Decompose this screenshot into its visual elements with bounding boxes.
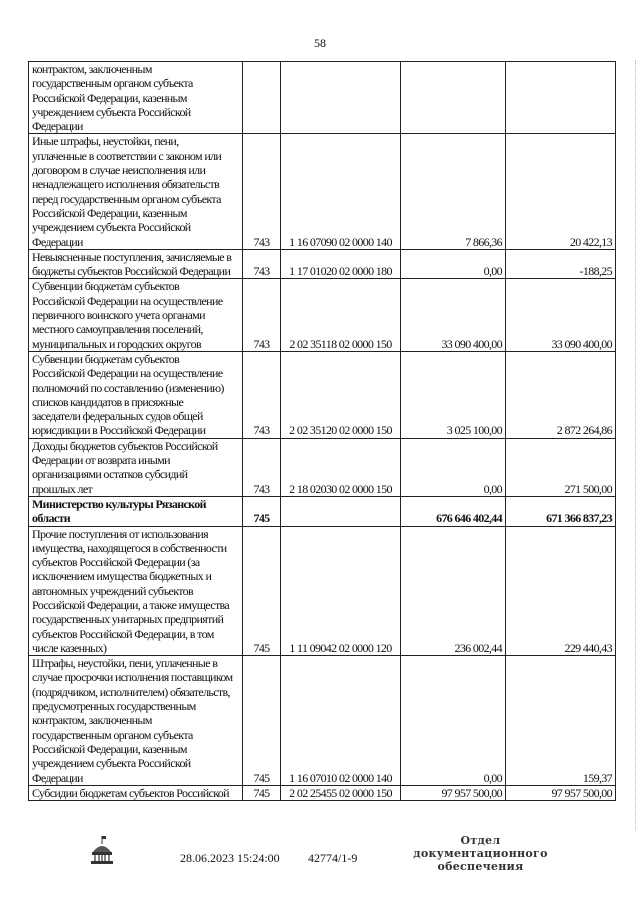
budget-code-cell xyxy=(280,495,401,527)
plan-amount-cell: 7 866,36 xyxy=(400,133,506,250)
admin-code-cell: 745 xyxy=(242,655,281,786)
actual-amount-cell xyxy=(505,60,616,135)
actual-amount-cell: 229 440,43 xyxy=(505,525,616,657)
row-name-cell: Невыясненные поступления, зачисляемые в … xyxy=(28,248,243,280)
revenue-table: контрактом, заключенным государственным … xyxy=(28,60,616,802)
table-row: Штрафы, неустойки, пени, уплаченные в сл… xyxy=(28,655,616,786)
footer-department: Отдел документационного обеспечения xyxy=(413,834,548,873)
row-name-cell: Иные штрафы, неустойки, пени, уплаченные… xyxy=(28,133,243,250)
budget-code-cell: 1 17 01020 02 0000 180 xyxy=(280,248,401,280)
budget-code-cell: 2 02 35118 02 0000 150 xyxy=(280,278,401,352)
budget-code-cell xyxy=(280,60,401,135)
row-name-cell: Доходы бюджетов субъектов Российской Фед… xyxy=(28,437,243,497)
plan-amount-cell: 236 002,44 xyxy=(400,525,506,657)
table-row: Субсидии бюджетам субъектов Российской 74… xyxy=(28,784,616,802)
budget-code-cell: 2 02 35120 02 0000 150 xyxy=(280,350,401,439)
table-row: Субвенции бюджетам субъектов Российской … xyxy=(28,278,616,352)
plan-amount-cell: 33 090 400,00 xyxy=(400,278,506,352)
row-name-cell: Субсидии бюджетам субъектов Российской xyxy=(28,784,243,802)
admin-code-cell xyxy=(242,60,281,135)
footer-doc-number: 42774/1-9 xyxy=(308,851,358,865)
actual-amount-cell: 20 422,13 xyxy=(505,133,616,250)
plan-amount-cell: 676 646 402,44 xyxy=(400,495,506,527)
budget-code-cell: 2 02 25455 02 0000 150 xyxy=(280,784,401,802)
table-row: Иные штрафы, неустойки, пени, уплаченные… xyxy=(28,133,616,250)
plan-amount-cell: 0,00 xyxy=(400,655,506,786)
actual-amount-cell: 271 500,00 xyxy=(505,437,616,497)
budget-code-cell: 1 11 09042 02 0000 120 xyxy=(280,525,401,657)
plan-amount-cell: 0,00 xyxy=(400,248,506,280)
scan-edge-artifact xyxy=(635,60,636,830)
actual-amount-cell: -188,25 xyxy=(505,248,616,280)
admin-code-cell: 743 xyxy=(242,350,281,439)
row-name-cell: Прочие поступления от использования имущ… xyxy=(28,525,243,657)
table-row: Министерство культуры Рязанской области 7… xyxy=(28,495,616,527)
plan-amount-cell: 3 025 100,00 xyxy=(400,350,506,439)
plan-amount-cell: 97 957 500,00 xyxy=(400,784,506,802)
actual-amount-cell: 2 872 264,86 xyxy=(505,350,616,439)
row-name-cell: Министерство культуры Рязанской области xyxy=(28,495,243,527)
admin-code-cell: 743 xyxy=(242,248,281,280)
table-row: Невыясненные поступления, зачисляемые в … xyxy=(28,248,616,280)
admin-code-cell: 743 xyxy=(242,278,281,352)
table-row: Доходы бюджетов субъектов Российской Фед… xyxy=(28,437,616,497)
admin-code-cell: 745 xyxy=(242,784,281,802)
actual-amount-cell: 33 090 400,00 xyxy=(505,278,616,352)
actual-amount-cell: 97 957 500,00 xyxy=(505,784,616,802)
actual-amount-cell: 671 366 837,23 xyxy=(505,495,616,527)
admin-code-cell: 743 xyxy=(242,437,281,497)
actual-amount-cell: 159,37 xyxy=(505,655,616,786)
budget-code-cell: 1 16 07090 02 0000 140 xyxy=(280,133,401,250)
row-name-cell: контрактом, заключенным государственным … xyxy=(28,60,243,135)
budget-code-cell: 1 16 07010 02 0000 140 xyxy=(280,655,401,786)
budget-code-cell: 2 18 02030 02 0000 150 xyxy=(280,437,401,497)
plan-amount-cell xyxy=(400,60,506,135)
admin-code-cell: 745 xyxy=(242,525,281,657)
duma-building-logo-icon xyxy=(90,836,114,866)
table-row: Прочие поступления от использования имущ… xyxy=(28,525,616,657)
page-number: 58 xyxy=(314,36,326,50)
row-name-cell: Субвенции бюджетам субъектов Российской … xyxy=(28,350,243,439)
admin-code-cell: 745 xyxy=(242,495,281,527)
footer-datetime: 28.06.2023 15:24:00 xyxy=(180,851,280,865)
plan-amount-cell: 0,00 xyxy=(400,437,506,497)
table-row: контрактом, заключенным государственным … xyxy=(28,60,616,135)
table-row: Субвенции бюджетам субъектов Российской … xyxy=(28,350,616,439)
row-name-cell: Штрафы, неустойки, пени, уплаченные в сл… xyxy=(28,655,243,786)
admin-code-cell: 743 xyxy=(242,133,281,250)
row-name-cell: Субвенции бюджетам субъектов Российской … xyxy=(28,278,243,352)
